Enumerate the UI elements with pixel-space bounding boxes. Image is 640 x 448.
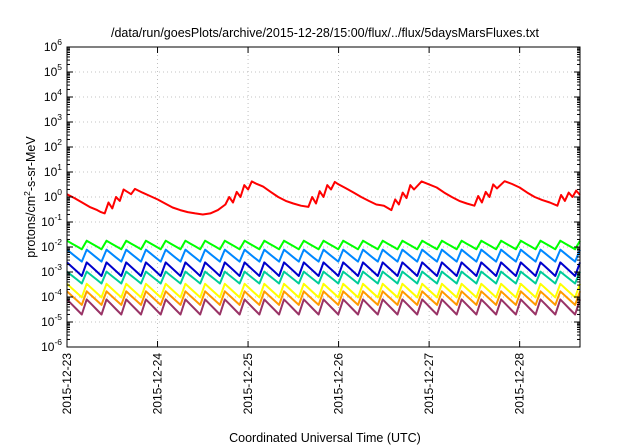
y-tick-label-base: 10 <box>44 140 58 154</box>
y-tick-label-base: 10 <box>41 315 55 329</box>
y-tick-label: 10-1 <box>41 212 62 229</box>
y-tick-label: 10-5 <box>41 312 62 329</box>
y-axis-label-main: protons/cm <box>24 196 38 258</box>
y-tick-label-base: 10 <box>44 190 58 204</box>
x-tick-label: 2015-12-26 <box>332 353 346 415</box>
y-axis: 10-610-510-410-310-210-11001011021031041… <box>41 37 580 354</box>
y-tick-label-exp: 4 <box>57 87 62 97</box>
series-line-1 <box>66 180 581 216</box>
series-line-7 <box>66 290 581 306</box>
y-tick-label-base: 10 <box>41 265 55 279</box>
y-tick-label: 105 <box>44 62 62 79</box>
y-tick-label-base: 10 <box>41 290 55 304</box>
y-tick-label: 10-3 <box>41 262 62 279</box>
y-tick-label-base: 10 <box>44 115 58 129</box>
x-tick-label: 2015-12-25 <box>241 353 255 415</box>
y-tick-label-base: 10 <box>44 165 58 179</box>
x-axis: 2015-12-23 2015-12-24 2015-12-25 2015-12-26… <box>60 47 527 414</box>
y-tick-label-base: 10 <box>44 65 58 79</box>
y-tick-label: 106 <box>44 37 62 54</box>
series-line-6 <box>66 282 581 299</box>
y-tick-label-exp: 0 <box>57 187 62 197</box>
y-tick-label: 10-4 <box>41 287 62 304</box>
x-tick-label: 2015-12-28 <box>513 353 527 415</box>
y-tick-label-exp: -5 <box>54 312 62 322</box>
series-line-4 <box>66 261 581 277</box>
y-tick-label-base: 10 <box>41 340 55 354</box>
x-axis-label: Coordinated Universal Time (UTC) <box>229 431 421 445</box>
y-tick-label-exp: 2 <box>57 137 62 147</box>
y-tick-label-exp: 5 <box>57 62 62 72</box>
y-tick-label: 100 <box>44 187 62 204</box>
y-tick-label-exp: -3 <box>54 262 62 272</box>
y-tick-label-base: 10 <box>41 240 55 254</box>
x-tick-label: 2015-12-27 <box>422 353 436 415</box>
series-line-2 <box>66 239 581 251</box>
y-tick-label: 101 <box>44 162 62 179</box>
y-tick-label: 103 <box>44 112 62 129</box>
y-tick-label-base: 10 <box>41 215 55 229</box>
y-tick-label: 10-6 <box>41 337 62 354</box>
series-line-8 <box>66 298 581 316</box>
chart-title: /data/run/goesPlots/archive/2015-12-28/1… <box>111 26 540 40</box>
y-tick-label: 10-2 <box>41 237 62 254</box>
y-tick-label: 104 <box>44 87 62 104</box>
y-tick-label: 102 <box>44 137 62 154</box>
series-group <box>66 180 581 316</box>
x-tick-label: 2015-12-24 <box>151 353 165 415</box>
y-axis-label: protons/cm2-s-sr-MeV <box>22 136 38 258</box>
series-line-3 <box>66 248 581 263</box>
y-axis-label-sup: 2 <box>22 191 32 196</box>
y-tick-label-exp: 3 <box>57 112 62 122</box>
y-tick-label-base: 10 <box>44 90 58 104</box>
y-tick-label-exp: 1 <box>57 162 62 172</box>
y-tick-label-base: 10 <box>44 40 58 54</box>
y-axis-label-rest: -s-sr-MeV <box>24 136 38 192</box>
y-tick-label-exp: -2 <box>54 237 62 247</box>
y-tick-label-exp: -4 <box>54 287 62 297</box>
x-tick-label: 2015-12-23 <box>60 353 74 415</box>
y-tick-label-exp: -6 <box>54 337 62 347</box>
series-line-5 <box>66 270 581 285</box>
y-tick-label-exp: 6 <box>57 37 62 47</box>
y-tick-label-exp: -1 <box>54 212 62 222</box>
